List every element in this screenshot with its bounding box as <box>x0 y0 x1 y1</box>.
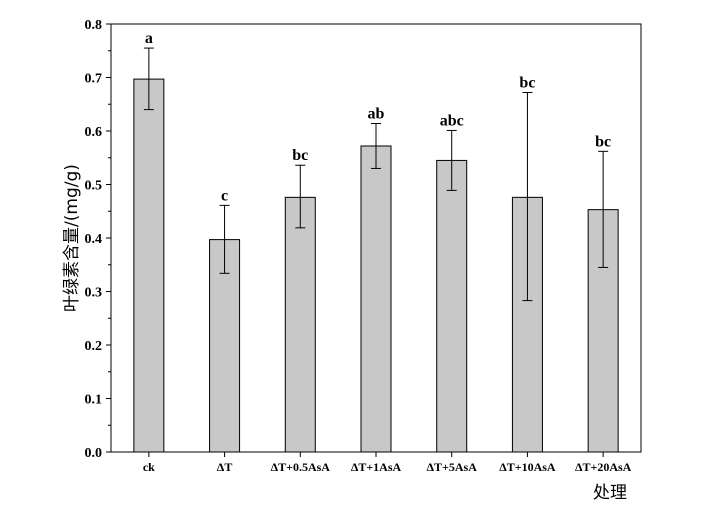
bar <box>436 159 468 453</box>
y-tick-label: 0.5 <box>85 179 103 194</box>
y-ticks-layer: 0.0 0.1 0.2 0.3 0.4 0.5 0.6 0.7 0.8 <box>85 18 111 461</box>
significance-label: c <box>221 187 228 204</box>
significance-label: bc <box>292 147 308 164</box>
significance-label: bc <box>519 74 535 91</box>
significance-label: bc <box>595 133 611 150</box>
y-tick-label: 0.2 <box>85 339 103 354</box>
significance-label: abc <box>440 112 464 129</box>
y-tick-label: 0.7 <box>85 72 103 87</box>
x-tick-label: ΔT <box>217 460 233 474</box>
x-tick-label: ck <box>143 460 155 474</box>
x-tick-label: ΔT+10AsA <box>499 460 556 474</box>
significance-labels-layer: a c bc ab abc bc bc <box>145 30 611 204</box>
y-tick-label: 0.0 <box>85 446 103 461</box>
x-axis-title: 处理 <box>593 483 627 503</box>
x-tick-label: ΔT+20AsA <box>575 460 632 474</box>
significance-label: a <box>145 30 153 47</box>
y-tick-label: 0.6 <box>85 125 103 140</box>
y-tick-label: 0.8 <box>85 18 103 33</box>
bar <box>284 196 316 453</box>
bar <box>209 239 241 453</box>
x-tick-label: ΔT+0.5AsA <box>271 460 331 474</box>
y-axis-title: 叶绿素含量/(mg/g) <box>62 164 82 312</box>
bar <box>133 78 165 453</box>
x-tick-label: ΔT+5AsA <box>427 460 478 474</box>
y-tick-label: 0.1 <box>85 393 103 408</box>
x-ticks-layer: ck ΔT ΔT+0.5AsA ΔT+1AsA ΔT+5AsA ΔT+10AsA ΔT+20… <box>143 452 632 474</box>
x-tick-label: ΔT+1AsA <box>351 460 402 474</box>
error-bars-layer <box>143 47 609 302</box>
y-tick-label: 0.3 <box>85 286 103 301</box>
significance-label: ab <box>368 106 385 123</box>
bar <box>360 145 392 453</box>
y-tick-label: 0.4 <box>85 232 103 247</box>
